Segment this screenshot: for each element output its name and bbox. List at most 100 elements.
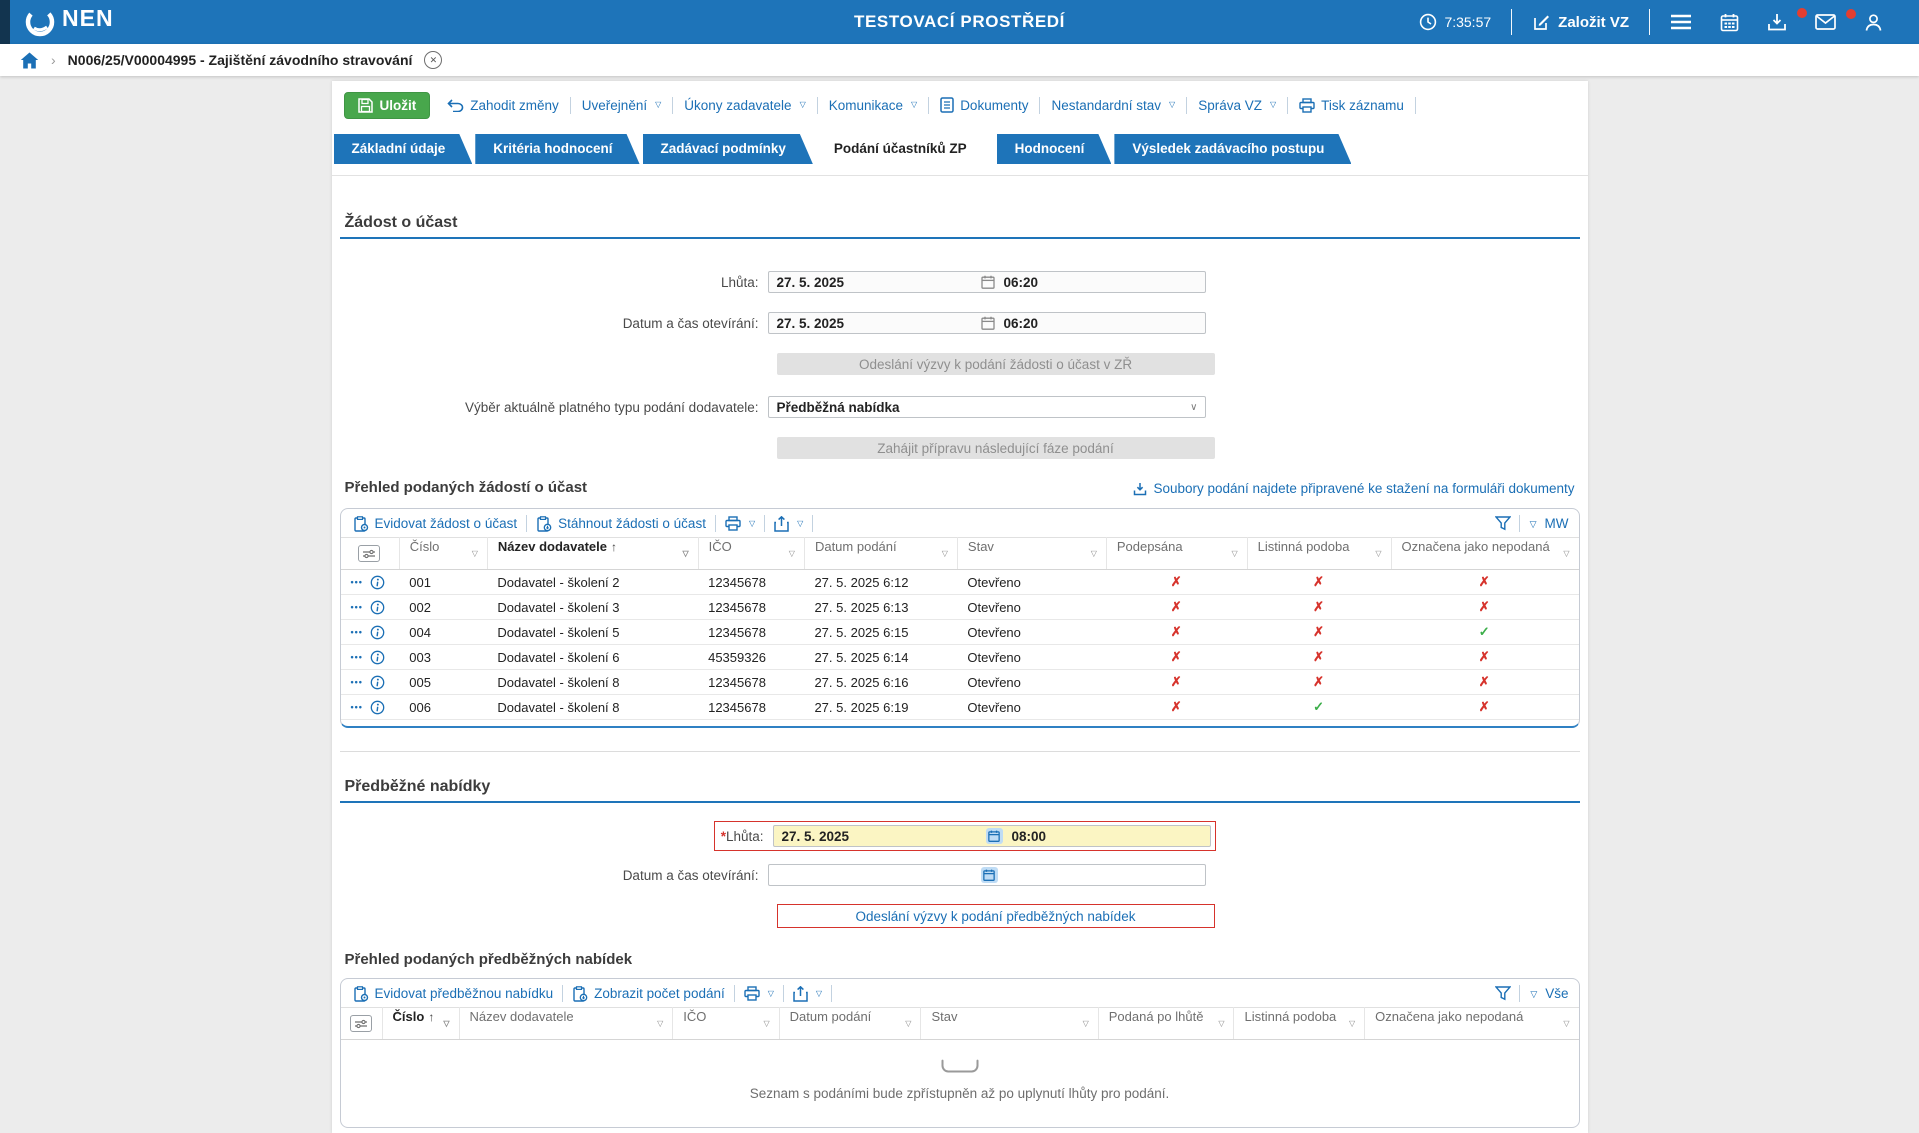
prelim-opening-field[interactable] [767, 864, 1206, 886]
filter-caret-icon[interactable]: ▽ [1375, 549, 1382, 558]
column-header-listinna[interactable]: Listinná podoba ▽ [1233, 1007, 1366, 1040]
filter-caret-icon[interactable]: ▽ [1563, 1019, 1570, 1028]
menu-button[interactable] [1656, 14, 1706, 30]
filter-caret-icon[interactable]: ▽ [1349, 1019, 1356, 1028]
info-icon[interactable] [370, 675, 385, 690]
row-menu-icon[interactable]: ••• [350, 577, 363, 587]
print-table-button[interactable]: ▽ [735, 986, 783, 1001]
tab-vysledek[interactable]: Výsledek zadávacího postupu [1114, 134, 1351, 164]
discard-changes-button[interactable]: Zahodit změny [436, 98, 570, 113]
info-icon[interactable] [370, 700, 385, 715]
info-icon[interactable] [370, 650, 385, 665]
column-header-datum[interactable]: Datum podání ▽ [779, 1007, 922, 1040]
filter-caret-icon[interactable]: ▽ [1082, 1019, 1089, 1028]
register-prelim-button[interactable]: Evidovat předběžnou nabídku [351, 985, 563, 1002]
table-row[interactable]: ••• 003 Dodavatel - školení 6 45359326 27. … [340, 644, 1579, 670]
breadcrumb-item[interactable]: N006/25/V00004995 - Zajištění závodního … [67, 52, 413, 68]
show-submission-count-button[interactable]: Zobrazit počet podání [563, 985, 734, 1002]
downloads-button[interactable] [1753, 7, 1807, 32]
column-header-cislo[interactable]: Číslo ↑ ▽ [382, 1007, 460, 1040]
filter-caret-icon[interactable]: ▽ [1218, 1019, 1225, 1028]
home-icon[interactable] [20, 52, 39, 69]
filter-caret-icon[interactable]: ▽ [1563, 549, 1570, 558]
messages-button[interactable] [1801, 9, 1856, 30]
filter-caret-icon[interactable]: ▽ [443, 1019, 450, 1028]
row-menu-icon[interactable]: ••• [350, 702, 363, 712]
export-table-button[interactable]: ▽ [784, 985, 831, 1002]
table-row[interactable]: ••• 004 Dodavatel - školení 5 12345678 27. … [340, 619, 1579, 645]
table-row[interactable]: ••• 005 Dodavatel - školení 8 12345678 27. … [340, 669, 1579, 695]
column-header-cislo[interactable]: Číslo ▽ [399, 537, 488, 570]
filter-caret-icon[interactable]: ▽ [682, 549, 689, 558]
table-row[interactable]: ••• 006 Dodavatel - školení 8 12345678 27. … [340, 694, 1579, 720]
close-record-icon[interactable]: ✕ [424, 51, 443, 69]
tab-zakladni-udaje[interactable]: Základní údaje [334, 134, 473, 164]
column-header-podepsana[interactable]: Podepsána ▽ [1106, 537, 1248, 570]
save-button[interactable]: Uložit [343, 91, 431, 119]
send-call-prelim-button[interactable]: Odeslání výzvy k podání předběžných nabí… [776, 904, 1215, 928]
filter-caret-icon[interactable]: ▽ [788, 549, 795, 558]
info-icon[interactable] [370, 600, 385, 615]
info-icon[interactable] [370, 625, 385, 640]
column-header-oznacena[interactable]: Označena jako nepodaná ▽ [1391, 537, 1579, 570]
filter-caret-icon[interactable]: ▽ [941, 549, 948, 558]
column-settings-icon[interactable] [358, 545, 381, 562]
filter-icon[interactable] [1495, 986, 1512, 1001]
row-menu-icon[interactable]: ••• [350, 627, 363, 637]
register-request-button[interactable]: Evidovat žádost o účast [351, 515, 527, 532]
download-requests-button[interactable]: Stáhnout žádosti o účast [527, 515, 715, 532]
view-caret-icon[interactable]: ▽ [1530, 988, 1538, 999]
row-menu-icon[interactable]: ••• [350, 677, 363, 687]
create-vz-button[interactable]: Založit VZ [1518, 13, 1643, 32]
tab-hodnoceni[interactable]: Hodnocení [997, 134, 1112, 164]
column-header-podana-po-lhute[interactable]: Podaná po lhůtě ▽ [1098, 1007, 1235, 1040]
filter-icon[interactable] [1494, 516, 1511, 531]
view-caret-icon[interactable]: ▽ [1529, 518, 1537, 529]
view-selector[interactable]: MW [1544, 516, 1569, 531]
column-header-stav[interactable]: Stav ▽ [920, 1007, 1099, 1040]
calendar-icon[interactable] [980, 316, 995, 330]
publish-menu[interactable]: Uveřejnění ▽ [581, 97, 662, 113]
print-record-button[interactable]: Tisk záznamu [1288, 98, 1415, 113]
table-row[interactable]: ••• 001 Dodavatel - školení 2 12345678 27. … [340, 569, 1579, 595]
column-header-nazev[interactable]: Název dodavatele ↑ ▽ [487, 537, 699, 570]
deadline-datetime-field[interactable]: 27. 5. 2025 06:20 [767, 271, 1206, 293]
nen-logo[interactable]: NEN [24, 6, 114, 38]
filter-caret-icon[interactable]: ▽ [657, 1019, 664, 1028]
column-header-listinna[interactable]: Listinná podoba ▽ [1247, 537, 1392, 570]
calendar-icon[interactable] [980, 275, 995, 289]
filter-caret-icon[interactable]: ▽ [763, 1019, 770, 1028]
tab-zadavaci-podminky[interactable]: Zadávací podmínky [643, 134, 813, 164]
table-row[interactable]: ••• 002 Dodavatel - školení 3 12345678 27. … [340, 594, 1579, 620]
column-settings-icon[interactable] [349, 1015, 372, 1032]
nonstandard-state-menu[interactable]: Nestandardní stav ▽ [1051, 97, 1176, 113]
tab-kriteria-hodnoceni[interactable]: Kritéria hodnocení [475, 134, 639, 164]
column-header-datum[interactable]: Datum podání ▽ [804, 537, 958, 570]
view-selector[interactable]: Vše [1545, 986, 1569, 1001]
row-menu-icon[interactable]: ••• [350, 602, 363, 612]
filter-caret-icon[interactable]: ▽ [905, 1019, 912, 1028]
column-header-ico[interactable]: IČO ▽ [672, 1007, 780, 1040]
contracting-actions-menu[interactable]: Úkony zadavatele ▽ [684, 97, 806, 113]
communication-menu[interactable]: Komunikace ▽ [828, 97, 918, 113]
filter-caret-icon[interactable]: ▽ [1231, 549, 1238, 558]
column-settings-header[interactable] [340, 1007, 383, 1040]
column-header-ico[interactable]: IČO ▽ [698, 537, 805, 570]
documents-button[interactable]: Dokumenty [929, 97, 1039, 113]
calendar-icon[interactable] [985, 828, 1003, 844]
column-settings-header[interactable] [340, 537, 400, 570]
profile-button[interactable] [1850, 13, 1897, 32]
calendar-button[interactable] [1706, 13, 1753, 32]
row-menu-icon[interactable]: ••• [350, 652, 363, 662]
column-header-stav[interactable]: Stav ▽ [957, 537, 1107, 570]
tab-podani-ucastniku[interactable]: Podání účastníků ZP [816, 134, 994, 164]
submission-files-link[interactable]: Soubory podání najdete připravené ke sta… [1133, 481, 1575, 496]
send-call-request-button[interactable]: Odeslání výzvy k podání žádosti o účast … [776, 353, 1215, 375]
column-header-nazev[interactable]: Název dodavatele ▽ [459, 1007, 674, 1040]
column-header-oznacena[interactable]: Označena jako nepodaná ▽ [1364, 1007, 1579, 1040]
export-table-button[interactable]: ▽ [765, 515, 812, 532]
filter-caret-icon[interactable]: ▽ [471, 549, 478, 558]
opening-datetime-field[interactable]: 27. 5. 2025 06:20 [767, 312, 1206, 334]
print-table-button[interactable]: ▽ [716, 516, 764, 531]
calendar-icon[interactable] [980, 867, 998, 883]
